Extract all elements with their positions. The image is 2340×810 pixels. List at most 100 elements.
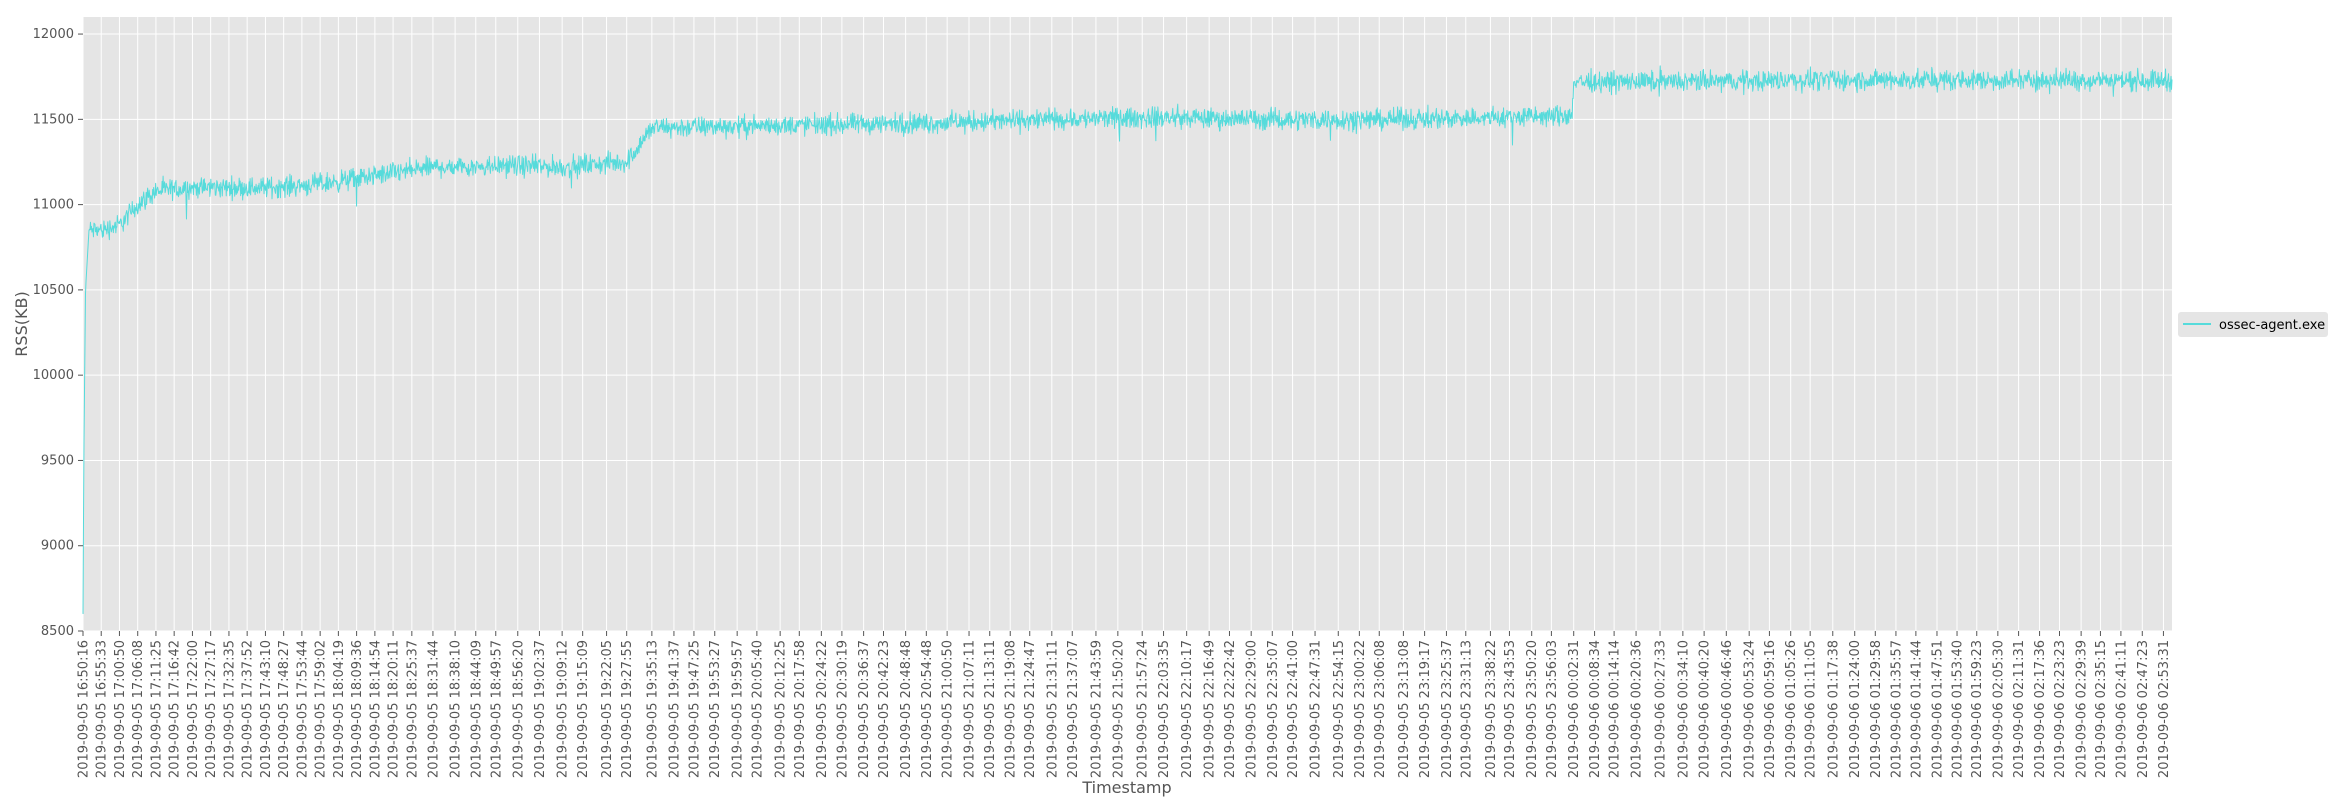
x-tick-label: 2019-09-06 01:47:51 <box>1930 640 1945 778</box>
x-tick-label: 2019-09-06 02:05:30 <box>1991 640 2006 778</box>
x-tick-label: 2019-09-05 18:31:44 <box>426 640 441 778</box>
x-tick-label: 2019-09-05 17:06:08 <box>131 640 146 778</box>
y-tick-label: 11000 <box>33 198 74 213</box>
y-tick-label: 10000 <box>33 368 74 383</box>
x-tick-label: 2019-09-05 21:19:08 <box>1004 640 1019 778</box>
y-tick-label: 10500 <box>33 283 74 298</box>
x-tick-label: 2019-09-06 00:27:33 <box>1654 640 1669 778</box>
x-tick-label: 2019-09-05 23:38:22 <box>1484 640 1499 778</box>
x-tick-label: 2019-09-05 19:15:09 <box>576 640 591 778</box>
x-tick-label: 2019-09-05 18:14:54 <box>368 640 383 778</box>
x-tick-label: 2019-09-05 23:56:03 <box>1545 640 1560 778</box>
x-tick-label: 2019-09-06 02:41:11 <box>2114 640 2129 778</box>
y-axis-label: RSS(KB) <box>12 291 31 356</box>
x-tick-label: 2019-09-05 17:37:52 <box>241 640 256 778</box>
x-tick-label: 2019-09-05 21:00:50 <box>941 640 956 778</box>
x-tick-label: 2019-09-05 16:50:16 <box>77 640 92 778</box>
x-tick-label: 2019-09-05 20:05:40 <box>750 640 765 778</box>
x-tick-label: 2019-09-05 20:12:25 <box>774 640 789 778</box>
x-tick-label: 2019-09-05 17:22:00 <box>186 640 201 778</box>
x-tick-label: 2019-09-05 21:31:11 <box>1045 640 1060 778</box>
x-tick-label: 2019-09-05 17:11:25 <box>149 640 164 778</box>
x-tick-label: 2019-09-06 02:11:31 <box>2012 640 2027 778</box>
legend-label-ossec-agent: ossec-agent.exe <box>2219 318 2325 333</box>
x-tick-label: 2019-09-05 18:38:10 <box>449 640 464 778</box>
y-tick-label: 8500 <box>41 624 74 639</box>
x-tick-label: 2019-09-06 02:23:23 <box>2053 640 2068 778</box>
x-tick-label: 2019-09-05 19:47:25 <box>687 640 702 778</box>
x-tick-label: 2019-09-06 00:02:31 <box>1567 640 1582 778</box>
x-tick-label: 2019-09-05 19:59:57 <box>731 640 746 778</box>
x-tick-label: 2019-09-05 20:48:48 <box>899 640 914 778</box>
x-tick-label: 2019-09-05 23:43:53 <box>1503 640 1518 778</box>
x-tick-label: 2019-09-05 17:59:02 <box>314 640 329 778</box>
x-tick-label: 2019-09-05 19:09:12 <box>556 640 571 778</box>
x-tick-label: 2019-09-06 00:53:24 <box>1743 640 1758 778</box>
x-tick-label: 2019-09-06 01:05:26 <box>1784 640 1799 778</box>
x-tick-label: 2019-09-05 21:43:59 <box>1089 640 1104 778</box>
x-tick-label: 2019-09-05 22:16:49 <box>1203 640 1218 778</box>
x-tick-label: 2019-09-05 17:27:17 <box>204 640 219 778</box>
x-tick-label: 2019-09-06 00:46:46 <box>1720 640 1735 778</box>
x-tick-label: 2019-09-06 00:14:14 <box>1608 640 1623 778</box>
x-tick-label: 2019-09-06 01:11:05 <box>1804 640 1819 778</box>
x-tick-label: 2019-09-05 19:27:55 <box>620 640 635 778</box>
x-tick-label: 2019-09-06 00:08:34 <box>1588 640 1603 778</box>
x-tick-label: 2019-09-05 19:35:13 <box>645 640 660 778</box>
x-tick-label: 2019-09-05 23:13:08 <box>1397 640 1412 778</box>
x-tick-label: 2019-09-05 21:50:20 <box>1111 640 1126 778</box>
x-tick-label: 2019-09-05 21:07:11 <box>963 640 978 778</box>
x-tick-label: 2019-09-05 19:22:05 <box>600 640 615 778</box>
x-tick-label: 2019-09-06 00:59:16 <box>1763 640 1778 778</box>
x-tick-label: 2019-09-05 16:55:33 <box>95 640 110 778</box>
series-line-ossec-agent <box>82 65 2173 614</box>
x-tick-label: 2019-09-05 20:17:58 <box>793 640 808 778</box>
x-tick-label: 2019-09-05 20:30:19 <box>835 640 850 778</box>
x-tick-label: 2019-09-05 23:19:17 <box>1418 640 1433 778</box>
x-tick-label: 2019-09-06 01:53:40 <box>1951 640 1966 778</box>
y-axis-ticks: 8500 9000 9500 10000 10500 11000 11500 12000 <box>33 27 83 639</box>
x-tick-label: 2019-09-05 20:42:23 <box>877 640 892 778</box>
x-tick-label: 2019-09-06 02:47:23 <box>2136 640 2151 778</box>
x-tick-label: 2019-09-05 22:35:07 <box>1266 640 1281 778</box>
x-tick-label: 2019-09-05 18:04:19 <box>332 640 347 778</box>
x-tick-label: 2019-09-05 20:54:48 <box>920 640 935 778</box>
x-tick-label: 2019-09-05 22:10:17 <box>1180 640 1195 778</box>
x-tick-label: 2019-09-05 17:16:42 <box>168 640 183 778</box>
x-tick-label: 2019-09-05 19:02:37 <box>533 640 548 778</box>
x-tick-label: 2019-09-05 18:56:20 <box>511 640 526 778</box>
x-tick-label: 2019-09-06 02:35:15 <box>2094 640 2109 778</box>
x-tick-label: 2019-09-05 23:50:20 <box>1525 640 1540 778</box>
x-tick-label: 2019-09-05 23:00:22 <box>1353 640 1368 778</box>
x-tick-label: 2019-09-05 19:41:37 <box>667 640 682 778</box>
y-tick-label: 9500 <box>41 453 74 468</box>
x-tick-label: 2019-09-05 17:53:44 <box>295 640 310 778</box>
x-tick-label: 2019-09-06 01:29:58 <box>1869 640 1884 778</box>
x-tick-label: 2019-09-06 00:34:10 <box>1676 640 1691 778</box>
x-tick-label: 2019-09-05 18:20:11 <box>387 640 402 778</box>
x-tick-label: 2019-09-06 00:20:36 <box>1630 640 1645 778</box>
x-tick-label: 2019-09-05 22:41:00 <box>1286 640 1301 778</box>
x-tick-label: 2019-09-05 23:31:13 <box>1459 640 1474 778</box>
x-tick-label: 2019-09-05 17:00:50 <box>113 640 128 778</box>
x-tick-label: 2019-09-05 22:47:31 <box>1309 640 1324 778</box>
x-tick-label: 2019-09-06 01:35:57 <box>1889 640 1904 778</box>
x-tick-label: 2019-09-06 01:24:00 <box>1848 640 1863 778</box>
x-axis-ticks: 2019-09-05 16:50:16 2019-09-05 16:55:33 20… <box>77 631 2172 778</box>
x-tick-label: 2019-09-05 22:22:42 <box>1223 640 1238 778</box>
x-tick-label: 2019-09-05 17:43:10 <box>259 640 274 778</box>
x-tick-label: 2019-09-05 18:49:57 <box>489 640 504 778</box>
x-tick-label: 2019-09-05 23:06:08 <box>1373 640 1388 778</box>
x-tick-label: 2019-09-05 18:25:37 <box>405 640 420 778</box>
x-tick-label: 2019-09-05 19:53:27 <box>708 640 723 778</box>
x-axis-label: Timestamp <box>1081 778 1171 797</box>
x-tick-label: 2019-09-05 17:32:35 <box>222 640 237 778</box>
x-tick-label: 2019-09-05 21:24:47 <box>1023 640 1038 778</box>
y-tick-label: 12000 <box>33 27 74 42</box>
x-tick-label: 2019-09-05 21:13:11 <box>983 640 998 778</box>
y-tick-label: 9000 <box>41 539 74 554</box>
x-tick-label: 2019-09-05 18:09:36 <box>350 640 365 778</box>
x-tick-label: 2019-09-05 21:37:07 <box>1066 640 1081 778</box>
x-tick-label: 2019-09-06 02:53:31 <box>2157 640 2172 778</box>
